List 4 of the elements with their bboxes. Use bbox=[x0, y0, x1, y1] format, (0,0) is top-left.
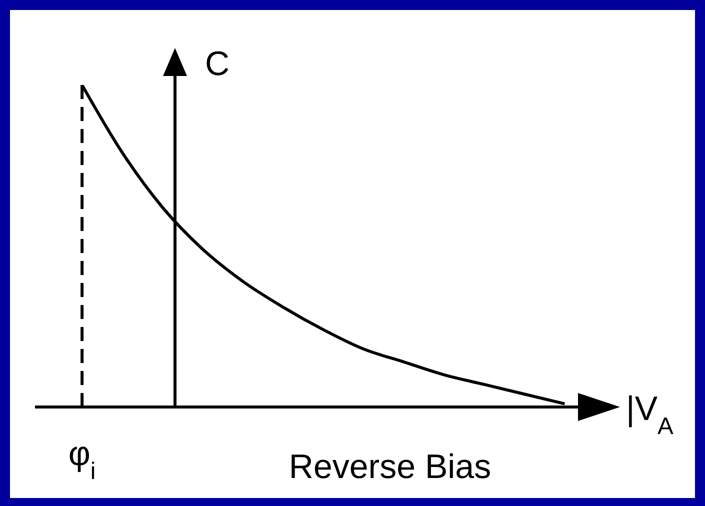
text: Reverse Bias bbox=[288, 448, 492, 486]
y-axis-title: C bbox=[205, 45, 230, 83]
text: φ$_{i}$ bbox=[68, 435, 96, 484]
x-axis-title: |V$_{A}$ bbox=[626, 390, 674, 440]
